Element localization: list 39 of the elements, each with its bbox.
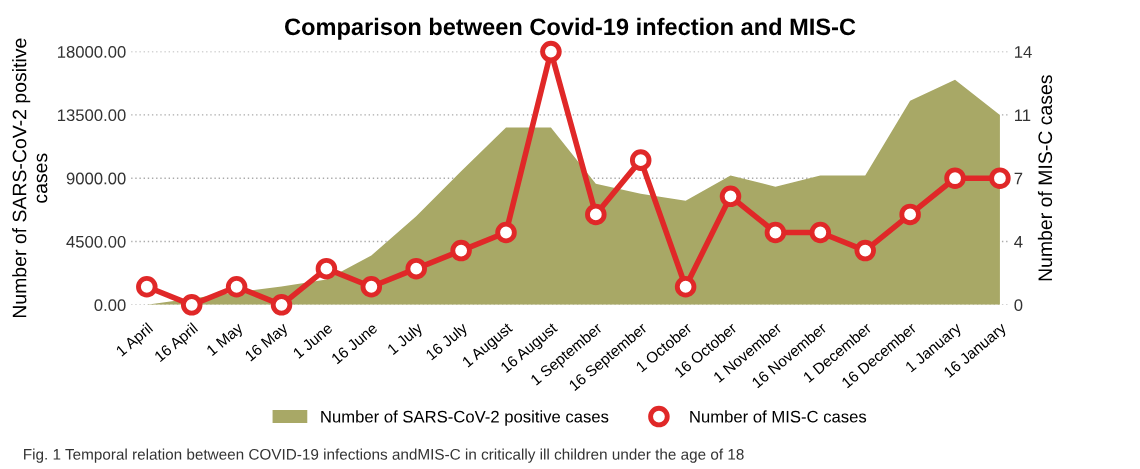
x-tick-label: 1 May	[206, 321, 246, 359]
point	[764, 221, 787, 244]
legend-label: Number of SARS-CoV-2 positive cases	[321, 410, 609, 426]
x-tick-label: 16 May	[244, 321, 291, 364]
y-axis-title: Number of SARS-CoV-2 positive cases	[12, 38, 48, 318]
point	[450, 239, 472, 262]
y-tick-label: 4500.00	[66, 235, 126, 248]
legend-label: Number of MIS-C cases	[690, 410, 867, 423]
point	[405, 257, 427, 280]
y-tick-label: 18000.00	[58, 45, 126, 58]
y-tick-label: 13500.00	[58, 109, 126, 122]
y2-tick-label: 4	[1014, 236, 1023, 248]
point	[809, 221, 832, 244]
y-tick-label: 9000.00	[66, 172, 126, 185]
point	[944, 167, 966, 189]
point	[225, 276, 248, 298]
point	[674, 276, 697, 298]
y2-tick-label: 7	[1014, 172, 1023, 185]
point	[315, 257, 338, 280]
y2-tick-label: 11	[1015, 109, 1031, 121]
point	[585, 203, 607, 226]
point	[989, 167, 1011, 189]
point	[360, 276, 383, 298]
point	[854, 239, 876, 262]
caption: Fig. 1 Temporal relation between COVID-19 infections andMIS-C in critically ill children under the age of 18	[24, 448, 744, 463]
chart-title: Comparison between Covid-19 infection and MIS-C	[285, 17, 856, 40]
point	[629, 149, 652, 171]
y-tick-label: 0.00	[94, 299, 126, 312]
y2-tick-label: 14	[1015, 46, 1032, 58]
point	[495, 221, 517, 244]
x-tick-label: 1 July	[386, 321, 426, 358]
y2-tick-label: 0	[1014, 299, 1023, 312]
point	[899, 203, 921, 226]
y2-axis-title: Number of MIS-C cases	[1037, 75, 1053, 281]
point	[719, 185, 742, 208]
point	[136, 276, 158, 298]
point	[180, 294, 203, 316]
point	[540, 40, 562, 63]
point	[270, 294, 293, 316]
